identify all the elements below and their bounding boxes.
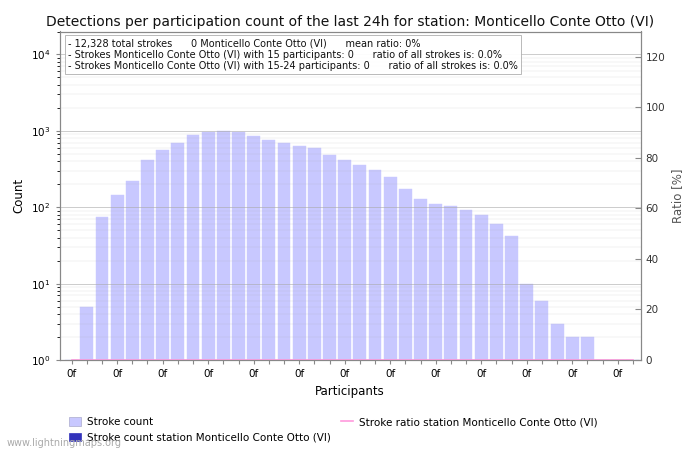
Bar bbox=[505, 236, 518, 450]
Bar bbox=[338, 160, 351, 450]
Y-axis label: Ratio [%]: Ratio [%] bbox=[671, 168, 684, 223]
Bar bbox=[429, 204, 442, 450]
Bar bbox=[262, 140, 275, 450]
Bar bbox=[186, 135, 200, 450]
Bar bbox=[475, 216, 488, 450]
Bar bbox=[172, 143, 184, 450]
Bar bbox=[520, 284, 533, 450]
Bar bbox=[278, 143, 290, 450]
Bar bbox=[414, 198, 427, 450]
Legend: Stroke count, Stroke count station Monticello Conte Otto (VI), Stroke ratio stat: Stroke count, Stroke count station Monti… bbox=[64, 413, 601, 447]
Y-axis label: Count: Count bbox=[13, 178, 25, 213]
Bar bbox=[65, 360, 78, 450]
Bar bbox=[247, 136, 260, 450]
Bar bbox=[384, 177, 397, 450]
Bar bbox=[141, 160, 154, 450]
Bar bbox=[111, 195, 124, 450]
Bar bbox=[399, 189, 412, 450]
Bar bbox=[369, 170, 382, 450]
Bar bbox=[566, 337, 579, 450]
Bar bbox=[95, 217, 108, 450]
Bar bbox=[444, 206, 457, 450]
Bar bbox=[323, 155, 336, 450]
Bar bbox=[626, 360, 639, 450]
Bar bbox=[536, 301, 548, 450]
Bar bbox=[581, 337, 594, 450]
Bar bbox=[156, 150, 169, 450]
Bar bbox=[80, 306, 93, 450]
Title: Detections per participation count of the last 24h for station: Monticello Conte: Detections per participation count of th… bbox=[46, 15, 654, 29]
Bar bbox=[596, 360, 609, 450]
Bar bbox=[202, 131, 215, 450]
Bar bbox=[354, 165, 366, 450]
Bar bbox=[126, 181, 139, 450]
Bar bbox=[460, 210, 473, 450]
Bar bbox=[551, 324, 564, 450]
Bar bbox=[293, 146, 306, 450]
Bar bbox=[217, 130, 230, 450]
Bar bbox=[232, 132, 245, 450]
Text: - 12,328 total strokes      0 Monticello Conte Otto (VI)      mean ratio: 0%
- S: - 12,328 total strokes 0 Monticello Cont… bbox=[68, 38, 518, 71]
X-axis label: Participants: Participants bbox=[315, 385, 385, 398]
Bar bbox=[611, 360, 624, 450]
Text: www.lightningmaps.org: www.lightningmaps.org bbox=[7, 438, 122, 448]
Bar bbox=[490, 224, 503, 450]
Bar bbox=[308, 148, 321, 450]
